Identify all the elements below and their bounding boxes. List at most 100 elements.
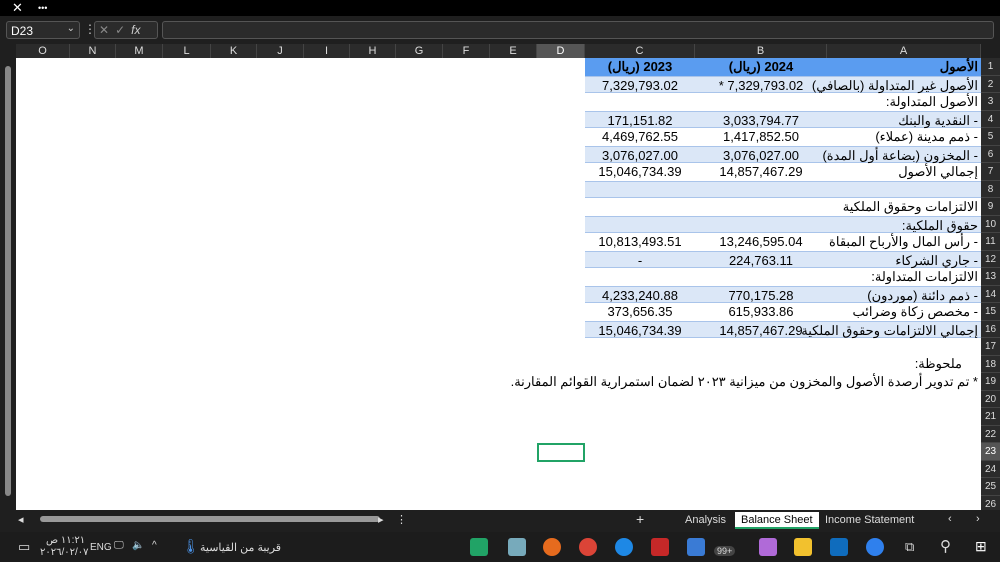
row-header[interactable]: 3 [981,93,1000,111]
cell-a[interactable]: - جاري الشركاء [895,252,978,268]
row-header[interactable]: 13 [981,268,1000,286]
cell-b[interactable]: * 7,329,793.02 [718,77,804,93]
column-header-J[interactable]: J [257,44,304,58]
row-header[interactable]: 9 [981,198,1000,216]
row-header[interactable]: 23 [981,443,1000,461]
check-icon[interactable]: ✓ [115,23,132,37]
row-header[interactable]: 11 [981,233,1000,251]
cell-b[interactable]: 14,857,467.29 [719,322,803,338]
clock-time[interactable]: ١١:٢١ ص [46,535,86,546]
tab-balance-sheet[interactable]: Balance Sheet [735,512,819,529]
scroll-thumb[interactable] [5,66,11,496]
start-icon[interactable]: ⊞ [975,538,987,554]
cell-b[interactable]: 770,175.28 [728,287,794,303]
cell-c[interactable]: 7,329,793.02 [602,77,678,93]
cell-b[interactable]: 3,033,794.77 [723,112,799,128]
tab-prev-icon[interactable]: ‹ [948,513,952,525]
column-header-D[interactable]: D [537,44,585,58]
column-header-F[interactable]: F [443,44,490,58]
cell-c[interactable]: - [637,252,643,268]
add-sheet-button[interactable]: + [636,511,645,527]
cell-c[interactable] [585,198,695,216]
cell-b[interactable]: 14,857,467.29 [719,164,803,179]
cell-a[interactable]: - المخزون (بضاعة أول المدة) [822,147,978,163]
cell-b[interactable] [695,217,827,235]
sheet-grid[interactable]: الأصول (ريال) 2024 (ريال) 2023 الأصول غي… [16,58,981,510]
cancel-icon[interactable]: ✕ [99,23,116,37]
row-header[interactable]: 14 [981,285,1000,303]
chevron-down-icon[interactable]: ⌄ [66,23,75,34]
row-header[interactable]: 2 [981,75,1000,93]
selected-cell[interactable] [537,443,585,462]
cell-c[interactable]: (ريال) 2023 [607,59,673,74]
chrome-icon[interactable] [579,538,597,556]
row-header[interactable]: 8 [981,180,1000,198]
cell-a[interactable]: إجمالي الأصول [898,164,978,179]
outlook-icon[interactable] [830,538,848,556]
cell-b[interactable] [695,182,827,200]
column-header-K[interactable]: K [211,44,257,58]
row-header[interactable]: 6 [981,145,1000,163]
chat-icon[interactable] [866,538,884,556]
cell-a[interactable]: إجمالي الالتزامات وحقوق الملكية [801,322,978,338]
more-icon[interactable]: ••• [38,3,48,13]
row-header[interactable]: 24 [981,460,1000,478]
weather-text[interactable]: قريبة من القياسية [200,542,282,554]
cell-c[interactable] [585,268,695,286]
cell-b[interactable]: 13,246,595.04 [719,234,803,249]
firefox-icon[interactable] [543,538,561,556]
cell-b[interactable] [695,268,827,286]
tab-next-icon[interactable]: › [976,513,980,525]
app-icon[interactable] [508,538,526,556]
column-header-G[interactable]: G [396,44,443,58]
row-header[interactable]: 12 [981,250,1000,268]
row-header[interactable]: 22 [981,425,1000,443]
excel-icon[interactable] [470,538,488,556]
cell-a[interactable]: - مخصص زكاة وضرائب [852,304,978,319]
volume-icon[interactable]: 🔈 [132,540,145,551]
row-header[interactable]: 19 [981,373,1000,391]
cell-c[interactable]: 3,076,027.00 [602,147,678,163]
row-header[interactable]: 10 [981,215,1000,233]
cell-a[interactable]: - النقدية والبنك [898,112,978,128]
column-header-O[interactable]: O [16,44,70,58]
search-icon[interactable]: ⚲ [940,538,951,555]
tab-income-statement[interactable]: Income Statement [825,514,915,526]
row-header[interactable]: 20 [981,390,1000,408]
network-icon[interactable]: 🖵 [114,540,124,551]
clock-date[interactable]: ٢٠٢٦/٠٢/٠٧ [40,547,89,558]
column-header-M[interactable]: M [116,44,163,58]
cell-c[interactable] [585,182,695,200]
row-header[interactable]: 15 [981,303,1000,321]
scroll-left-icon[interactable]: ◂ [18,514,24,526]
file-explorer-icon[interactable] [794,538,812,556]
task-view-icon[interactable]: ⧉ [905,539,915,554]
cell-b[interactable]: 3,076,027.00 [723,147,799,163]
column-header-B[interactable]: B [695,44,827,58]
cell-a[interactable]: حقوق الملكية: [901,217,978,233]
cell-b[interactable] [695,198,827,216]
cell-a[interactable]: الأصول غير المتداولة (بالصافي) [811,77,978,93]
row-header[interactable]: 17 [981,338,1000,356]
copilot-icon[interactable] [759,538,777,556]
row-header[interactable]: 5 [981,128,1000,146]
column-header-C[interactable]: C [585,44,695,58]
cell-a[interactable]: الأصول المتداولة: [885,94,978,109]
name-box[interactable]: D23 ⌄ [6,21,80,39]
cell-c[interactable]: 4,469,762.55 [602,129,678,144]
cell-c[interactable]: 15,046,734.39 [598,322,682,338]
close-icon[interactable]: ✕ [12,0,23,15]
column-header-L[interactable]: L [163,44,211,58]
column-header-N[interactable]: N [70,44,116,58]
row-header[interactable]: 21 [981,408,1000,426]
fx-icon[interactable]: fx [131,23,141,37]
cell-a[interactable]: - ذمم دائنة (موردون) [867,287,978,303]
row-header[interactable]: 4 [981,110,1000,128]
cell-b[interactable]: (ريال) 2024 [728,59,794,74]
column-header-A[interactable]: A [827,44,981,58]
cell-a[interactable]: - رأس المال والأرباح المبقاة [829,234,978,249]
cell-a[interactable]: - ذمم مدينة (عملاء) [875,129,978,144]
cell-c[interactable]: 4,233,240.88 [602,287,678,303]
cell-a[interactable]: الأصول [939,59,978,74]
cell-c[interactable]: 171,151.82 [607,112,673,128]
